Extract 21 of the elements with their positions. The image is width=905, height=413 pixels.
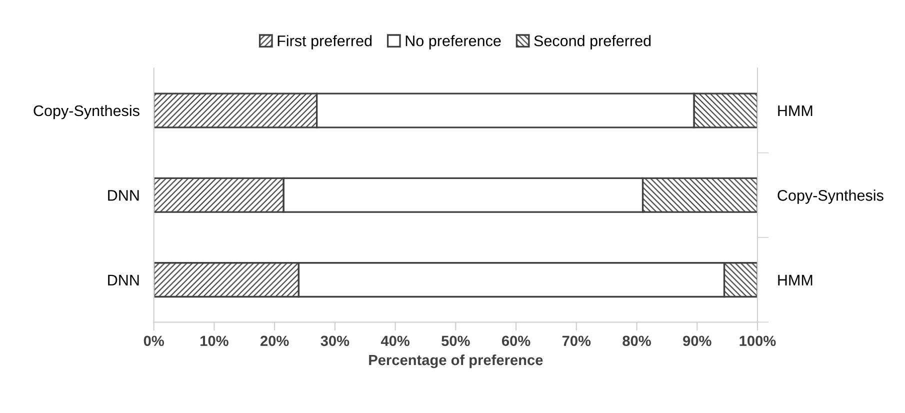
x-tick-label: 70% — [562, 336, 591, 346]
x-tick-label: 40% — [380, 336, 410, 346]
x-tick-label: 20% — [260, 336, 289, 346]
x-tick-label: 100% — [740, 336, 776, 346]
x-tick-label: 0% — [144, 336, 164, 346]
legend-label: Second preferred — [534, 35, 651, 50]
y-tick-label: DNN — [108, 274, 139, 286]
x-tick-label: 10% — [200, 336, 228, 346]
x-axis-title: Percentage of preference — [369, 354, 543, 368]
y-tick-label: Copy-Synthesis — [34, 104, 140, 120]
x-tick-label: 90% — [683, 336, 712, 346]
x-tick-label: 50% — [442, 336, 470, 346]
x-tick-label: 30% — [320, 336, 350, 346]
x-tick-label: 60% — [502, 336, 530, 346]
legend-label: First preferred — [278, 35, 372, 50]
y2-tick-label: HMM — [778, 274, 812, 286]
y2-tick-label: Copy-Synthesis — [778, 190, 884, 204]
x-tick-label: 80% — [622, 336, 651, 346]
y2-tick-label: HMM — [778, 106, 812, 116]
legend-label: No preference — [406, 35, 501, 50]
y-tick-label: DNN — [108, 190, 139, 201]
